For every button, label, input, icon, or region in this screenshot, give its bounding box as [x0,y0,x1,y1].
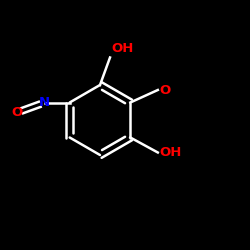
Text: O: O [159,84,170,96]
Text: OH: OH [111,42,134,55]
Text: N: N [39,96,50,109]
Text: O: O [12,106,23,119]
Text: OH: OH [159,146,182,159]
